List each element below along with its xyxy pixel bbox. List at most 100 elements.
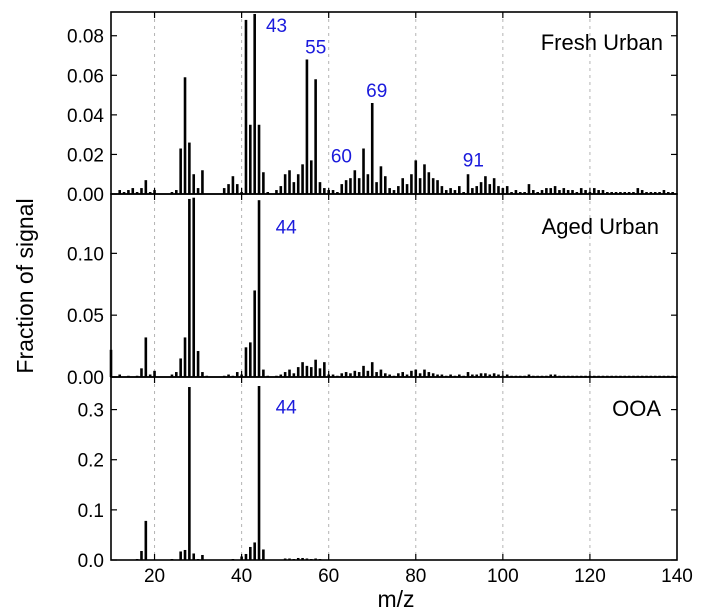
bar <box>253 290 256 377</box>
peak-annotation: 60 <box>331 146 352 167</box>
bar <box>283 372 287 377</box>
bar <box>227 374 230 377</box>
bar <box>183 337 187 377</box>
bar <box>175 190 178 194</box>
y-tick-label: 0.02 <box>67 145 104 166</box>
bar <box>323 362 326 377</box>
bar <box>318 182 322 194</box>
bar <box>527 184 531 194</box>
bar <box>309 367 313 377</box>
y-tick-label: 0.1 <box>78 501 104 522</box>
x-tick-label: 60 <box>318 566 339 587</box>
bar <box>349 178 352 194</box>
bar <box>479 373 483 377</box>
bar <box>471 188 474 194</box>
bar <box>427 172 431 194</box>
bar <box>658 192 661 194</box>
bar <box>401 178 405 194</box>
y-tick-label: 0.2 <box>78 451 104 472</box>
bar <box>122 192 126 194</box>
peak-annotation: 44 <box>276 398 298 419</box>
bar <box>549 188 553 194</box>
panel-label: OOA <box>612 396 661 421</box>
bar <box>296 367 300 377</box>
x-tick-label: 40 <box>231 566 252 587</box>
bar <box>249 124 252 194</box>
bar <box>566 190 570 194</box>
panel-label: Fresh Urban <box>541 30 663 55</box>
bar <box>414 160 418 194</box>
bar <box>196 188 200 194</box>
bar <box>279 374 283 377</box>
bar <box>431 178 435 194</box>
peak-annotation: 69 <box>366 81 387 102</box>
x-tick-label: 120 <box>574 566 606 587</box>
bar <box>349 373 352 377</box>
bar <box>344 372 348 377</box>
bar <box>253 13 256 195</box>
bar <box>423 369 426 377</box>
bar <box>440 374 444 377</box>
x-tick-label: 20 <box>144 566 165 587</box>
bar <box>475 186 479 194</box>
bar <box>131 188 135 194</box>
bar <box>553 186 557 194</box>
bar <box>619 192 622 194</box>
bar <box>301 164 304 194</box>
bar <box>144 337 148 377</box>
bar <box>244 347 248 377</box>
bar <box>370 103 374 194</box>
bar <box>262 549 265 560</box>
y-tick-label: 0.00 <box>67 368 104 389</box>
bar <box>192 197 196 377</box>
bar <box>140 188 143 194</box>
panels-layer: 0.00 0.02 0.04 0.06 0.08 Fresh Urban 43 55 60 69 9… <box>67 11 678 572</box>
bar <box>279 186 283 194</box>
bar <box>666 192 670 194</box>
bar <box>623 192 627 194</box>
bar <box>510 192 513 194</box>
bar <box>610 192 613 194</box>
bar <box>309 160 313 194</box>
bar <box>671 192 674 194</box>
bar <box>222 188 226 194</box>
bar <box>370 362 374 377</box>
bar <box>466 174 470 194</box>
bar <box>118 190 122 194</box>
bar <box>288 170 291 194</box>
bar <box>192 553 196 560</box>
bar <box>183 77 187 194</box>
bar <box>305 365 309 377</box>
bar <box>201 372 204 377</box>
bar <box>275 190 278 194</box>
panel-fresh-urban: 0.00 0.02 0.04 0.06 0.08 Fresh Urban 43 55 60 69 9… <box>67 11 678 206</box>
bar <box>314 359 317 377</box>
bar <box>449 188 452 194</box>
bar <box>379 369 383 377</box>
bar <box>227 184 230 194</box>
y-tick-label: 0.05 <box>67 306 104 327</box>
bar <box>458 186 461 194</box>
bar <box>475 374 479 377</box>
bar <box>296 174 300 194</box>
bar <box>536 192 539 194</box>
peak-annotation: 43 <box>266 16 287 37</box>
bar <box>444 190 448 194</box>
peak-annotation: 55 <box>305 38 326 59</box>
bar <box>592 188 596 194</box>
bar <box>201 170 204 194</box>
bar <box>244 553 248 560</box>
bar <box>179 358 182 377</box>
bar <box>431 373 435 377</box>
bar <box>362 148 365 194</box>
bar <box>305 59 309 195</box>
y-axis-title: Fraction of signal <box>12 198 38 373</box>
x-tick-label: 100 <box>487 566 519 587</box>
bar <box>636 188 640 194</box>
bar <box>492 178 496 194</box>
bar <box>179 148 182 194</box>
bar <box>188 387 191 560</box>
bar <box>401 372 405 377</box>
bar <box>392 190 396 194</box>
bar <box>505 374 509 377</box>
